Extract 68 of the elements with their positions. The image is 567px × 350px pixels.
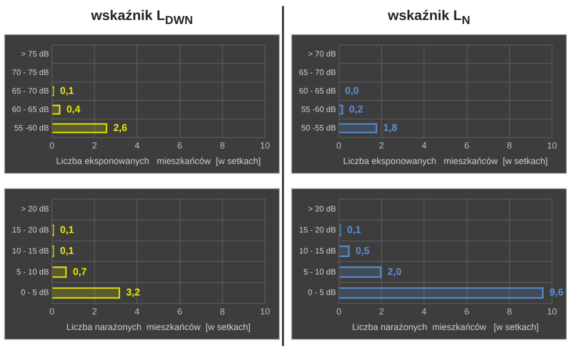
y-tick-label: 5 - 10 dB [303, 267, 336, 276]
x-tick-label: 10 [546, 306, 558, 316]
x-tick-label: 0 [49, 140, 54, 150]
data-label: 0,4 [66, 104, 81, 116]
y-tick-label: > 75 dB [21, 49, 49, 58]
x-tick-label: 8 [506, 140, 512, 150]
x-tick-label: 6 [464, 306, 470, 316]
x-tick-label: 10 [260, 140, 270, 150]
x-tick-label: 0 [49, 306, 54, 316]
y-tick-label: 10 - 15 dB [298, 246, 336, 256]
bar [52, 123, 108, 134]
bar [52, 287, 120, 299]
x-tick-label: 8 [220, 140, 225, 150]
x-tick-label: 6 [177, 306, 182, 316]
data-label: 2,0 [388, 266, 402, 278]
data-label: 0,0 [344, 86, 360, 97]
y-tick-label: 70 - 75 dB [12, 68, 49, 77]
y-tick-label: 50 -55 dB [301, 123, 336, 132]
y-tick-label: 0 - 5 dB [20, 288, 49, 298]
chart-title: wskaźnik L$_{DWN}$ [90, 6, 194, 29]
x-tick-label: 8 [506, 306, 512, 316]
x-tick-label: 2 [379, 140, 384, 150]
y-tick-label: 60 - 65 dB [12, 104, 49, 114]
data-label: 0,1 [60, 86, 74, 97]
x-tick-label: 8 [220, 306, 225, 316]
x-tick-label: 4 [134, 140, 140, 150]
x-tick-label: 2 [92, 140, 98, 150]
y-tick-label: > 20 dB [21, 204, 49, 214]
x-axis-title: Liczba narażonych mieszkańców [w setkach] [352, 322, 539, 332]
y-tick-label: 60 - 65 dB [298, 86, 336, 96]
y-tick-label: 15 - 20 dB [298, 226, 336, 235]
x-tick-label: 4 [422, 306, 427, 316]
data-label: 0,1 [60, 246, 74, 257]
y-tick-label: 65 - 70 dB [12, 86, 49, 96]
x-tick-label: 4 [422, 140, 427, 150]
y-tick-label: 10 - 15 dB [12, 246, 49, 256]
data-label: 0,1 [60, 225, 74, 236]
x-tick-label: 6 [177, 140, 182, 150]
x-tick-label: 0 [336, 140, 342, 150]
x-tick-label: 10 [260, 306, 270, 316]
y-tick-label: 15 - 20 dB [12, 226, 49, 235]
x-axis-title: Liczba eksponowanych mieszkańców [w setkach] [56, 156, 261, 166]
data-label: 0,2 [349, 104, 364, 116]
y-tick-label: > 70 dB [308, 49, 336, 58]
x-tick-label: 0 [336, 306, 342, 316]
data-label: 0,5 [356, 246, 370, 257]
data-label: 3,2 [126, 288, 140, 299]
x-tick-label: 2 [379, 306, 384, 316]
x-tick-label: 4 [134, 306, 140, 316]
bar [339, 266, 382, 278]
y-tick-label: 65 - 70 dB [298, 68, 336, 77]
data-label: 9,6 [549, 288, 564, 299]
x-tick-label: 6 [464, 140, 470, 150]
data-label: 0,7 [72, 266, 88, 278]
chart-title: wskaźnik L$_{N}$ [386, 6, 472, 29]
x-axis-title: Liczba narażonych mieszkańców [w setkach] [66, 322, 251, 332]
data-label: 2,6 [113, 122, 128, 134]
y-tick-label: 5 - 10 dB [16, 267, 49, 276]
x-tick-label: 10 [546, 140, 558, 150]
data-label: 1,8 [383, 122, 398, 134]
x-tick-label: 2 [92, 306, 98, 316]
y-tick-label: 55 -60 dB [301, 104, 336, 114]
y-tick-label: 0 - 5 dB [308, 288, 336, 298]
y-tick-label: 55 -60 dB [14, 123, 49, 132]
x-axis-title: Liczba eksponowanych mieszkańców [w setkach] [343, 156, 548, 166]
data-label: 0,1 [347, 225, 362, 236]
y-tick-label: > 20 dB [308, 204, 336, 214]
bar [339, 287, 544, 299]
